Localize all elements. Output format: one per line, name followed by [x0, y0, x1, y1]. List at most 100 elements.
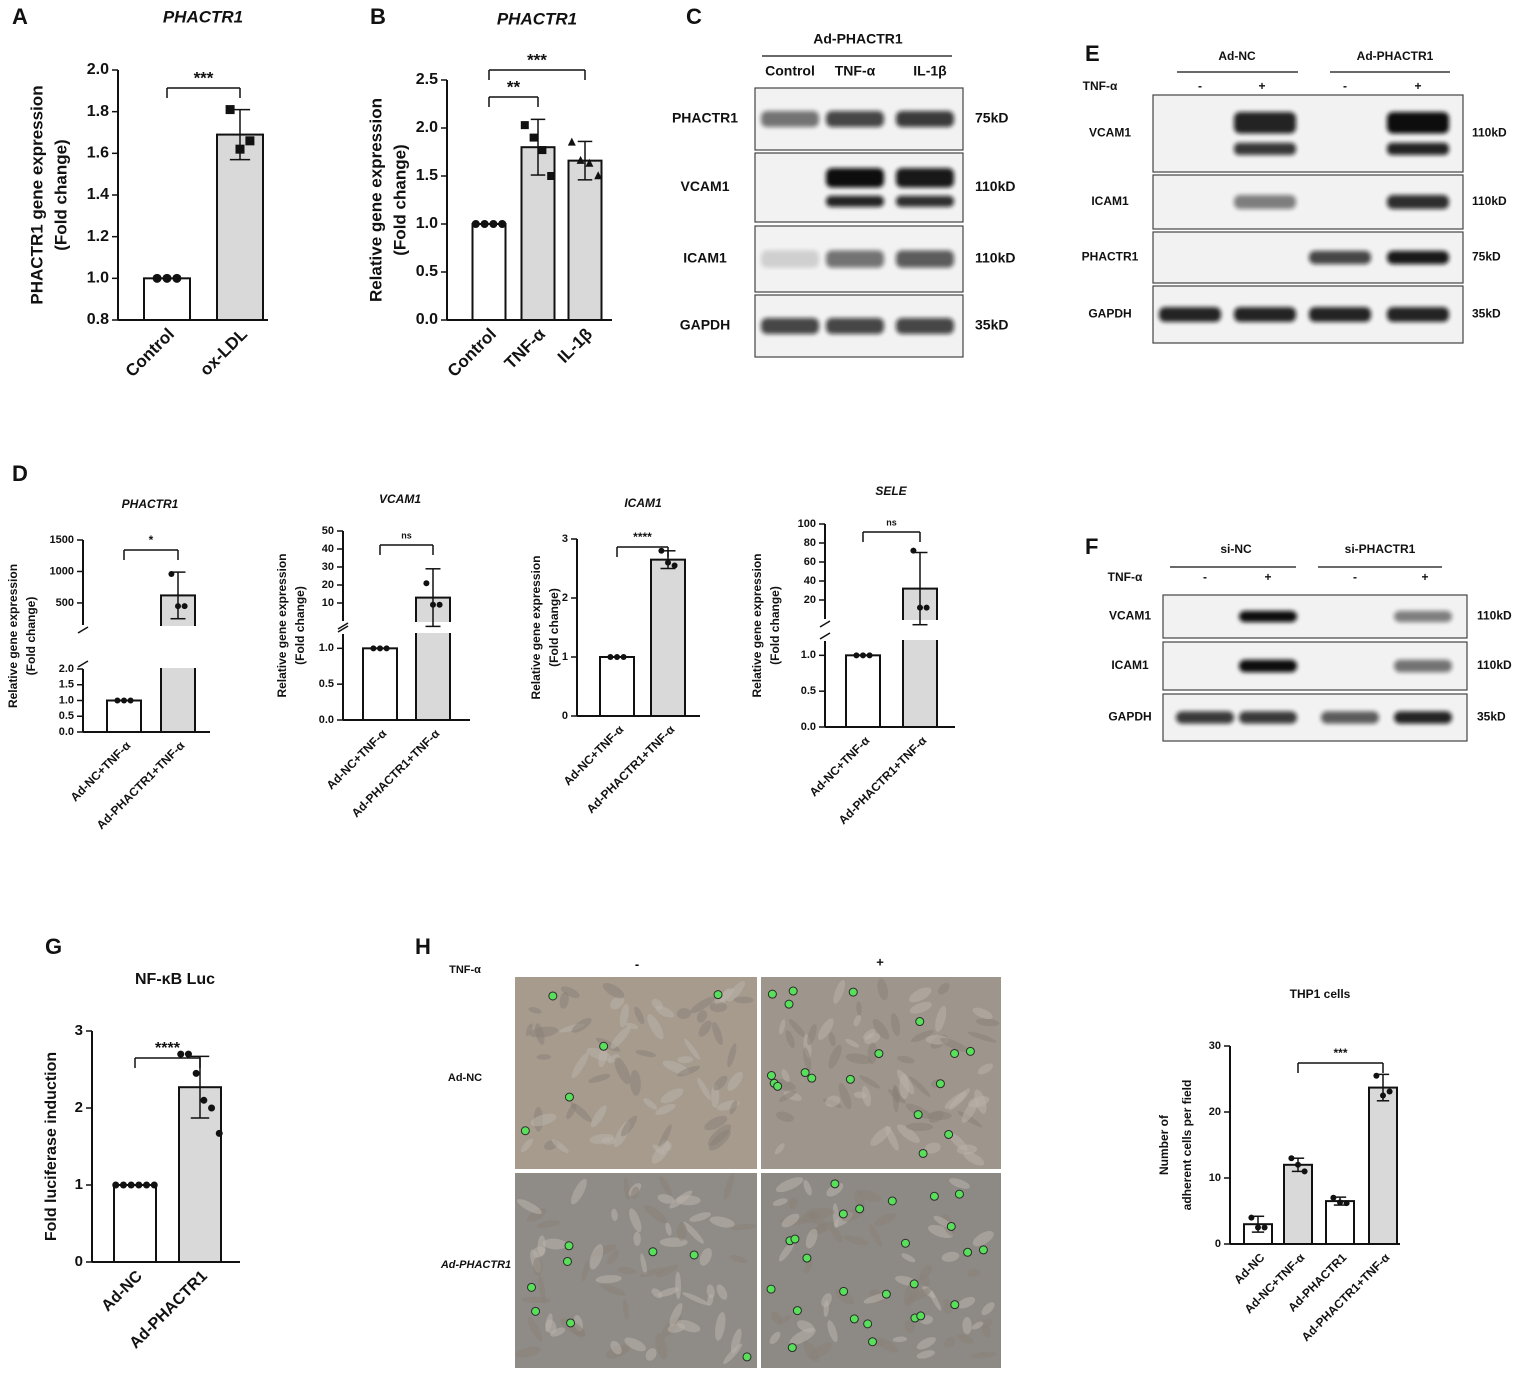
adherent-cell — [863, 1319, 873, 1329]
cell — [805, 1228, 818, 1249]
data-point — [866, 652, 873, 659]
adherent-cell — [963, 1247, 973, 1257]
cell — [698, 1020, 712, 1037]
y-tick-label: 1.6 — [87, 145, 109, 162]
bar — [362, 647, 398, 721]
cell — [635, 1050, 657, 1058]
cell — [967, 1268, 981, 1277]
data-point — [620, 654, 627, 660]
y-tick-label: 2.0 — [87, 61, 109, 78]
axis-break-gap — [901, 620, 939, 640]
row-label: Ad-NC — [448, 1072, 482, 1084]
cell — [643, 1098, 658, 1110]
y-tick-label: 2.5 — [416, 71, 438, 88]
data-point — [665, 559, 671, 566]
cell — [536, 1054, 552, 1060]
y-tick-label: 1.0 — [87, 270, 109, 287]
blot-band — [896, 195, 954, 207]
cell — [530, 1113, 557, 1127]
y-tick-label: 20 — [322, 579, 334, 591]
cell — [821, 1293, 832, 1308]
data-point — [1301, 1168, 1308, 1175]
cell — [669, 1190, 693, 1209]
adherent-cell — [564, 1092, 574, 1102]
y-tick-label: 1.0 — [416, 215, 438, 232]
cell — [949, 1178, 970, 1189]
bar — [471, 223, 507, 321]
y-axis-label: Relative gene expression — [750, 553, 764, 697]
cell — [517, 1199, 542, 1215]
data-point — [121, 697, 127, 704]
cell — [970, 1351, 997, 1359]
protein-label: PHACTR1 — [1082, 250, 1139, 264]
adherent-cell — [784, 999, 794, 1009]
cell — [877, 978, 889, 1000]
axis-break — [337, 622, 349, 630]
cell — [981, 1302, 995, 1316]
blot-band — [761, 250, 819, 268]
y-tick-label: 3 — [562, 533, 568, 545]
blot-band — [1394, 610, 1452, 623]
y-axis-label: Relative gene expression — [529, 555, 543, 699]
cell — [828, 1032, 836, 1047]
adherent-cell — [950, 1048, 960, 1058]
y-tick-label: 0 — [75, 1253, 83, 1270]
size-label: 110kD — [1472, 194, 1507, 208]
cell — [805, 1207, 835, 1219]
data-point — [1330, 1194, 1337, 1201]
cell — [723, 1173, 735, 1201]
y-tick-label: 0.5 — [801, 685, 816, 697]
cell — [890, 1013, 901, 1037]
data-point — [235, 144, 245, 154]
cell — [515, 1346, 542, 1358]
x-tick-label: Ad-NC — [99, 1267, 147, 1315]
adherent-cell — [788, 986, 798, 996]
cell — [590, 1105, 607, 1128]
cell — [967, 1031, 997, 1043]
cell — [729, 1223, 757, 1231]
y-tick-label: 2.0 — [416, 119, 438, 136]
y-axis-label: (Fold change) — [390, 144, 409, 255]
adherent-cell — [807, 1073, 817, 1083]
y-tick-label: 80 — [804, 537, 816, 549]
cell — [533, 1257, 543, 1276]
cell — [640, 1253, 648, 1276]
cell — [916, 1337, 936, 1350]
cell — [963, 1151, 985, 1166]
cell — [775, 1111, 794, 1122]
y-axis-label: (Fold change) — [24, 597, 38, 676]
treatment-sign: - — [1353, 570, 1357, 584]
data-point — [135, 1181, 143, 1189]
cell — [520, 1138, 534, 1153]
protein-label: GAPDH — [1108, 710, 1151, 724]
cell — [622, 1298, 629, 1320]
cell — [897, 1055, 915, 1064]
cell — [589, 1133, 614, 1144]
data-point — [594, 171, 603, 180]
cell — [709, 1001, 728, 1013]
bar — [845, 654, 881, 728]
cell — [977, 1063, 994, 1075]
data-point — [377, 645, 383, 652]
blot-band — [1387, 307, 1449, 322]
cell — [772, 1198, 788, 1206]
cell — [909, 1001, 932, 1014]
cell — [617, 1266, 636, 1274]
cell — [828, 1044, 842, 1069]
data-point — [1337, 1199, 1343, 1206]
panel-letter: A — [12, 4, 28, 29]
cell — [677, 1056, 693, 1064]
cell — [853, 1014, 862, 1027]
cell — [729, 1100, 738, 1115]
y-axis-label: (Fold change) — [547, 588, 561, 667]
chart-title: PHACTR1 — [497, 9, 577, 28]
lane-label: Control — [765, 63, 815, 79]
y-axis-label: adherent cells per field — [1180, 1080, 1194, 1211]
cell — [526, 1208, 547, 1222]
data-point — [112, 1181, 120, 1189]
size-label: 110kD — [975, 178, 1015, 194]
y-axis-label: Relative gene expression — [275, 553, 289, 697]
adherent-cell — [767, 989, 777, 999]
size-label: 35kD — [975, 317, 1008, 333]
